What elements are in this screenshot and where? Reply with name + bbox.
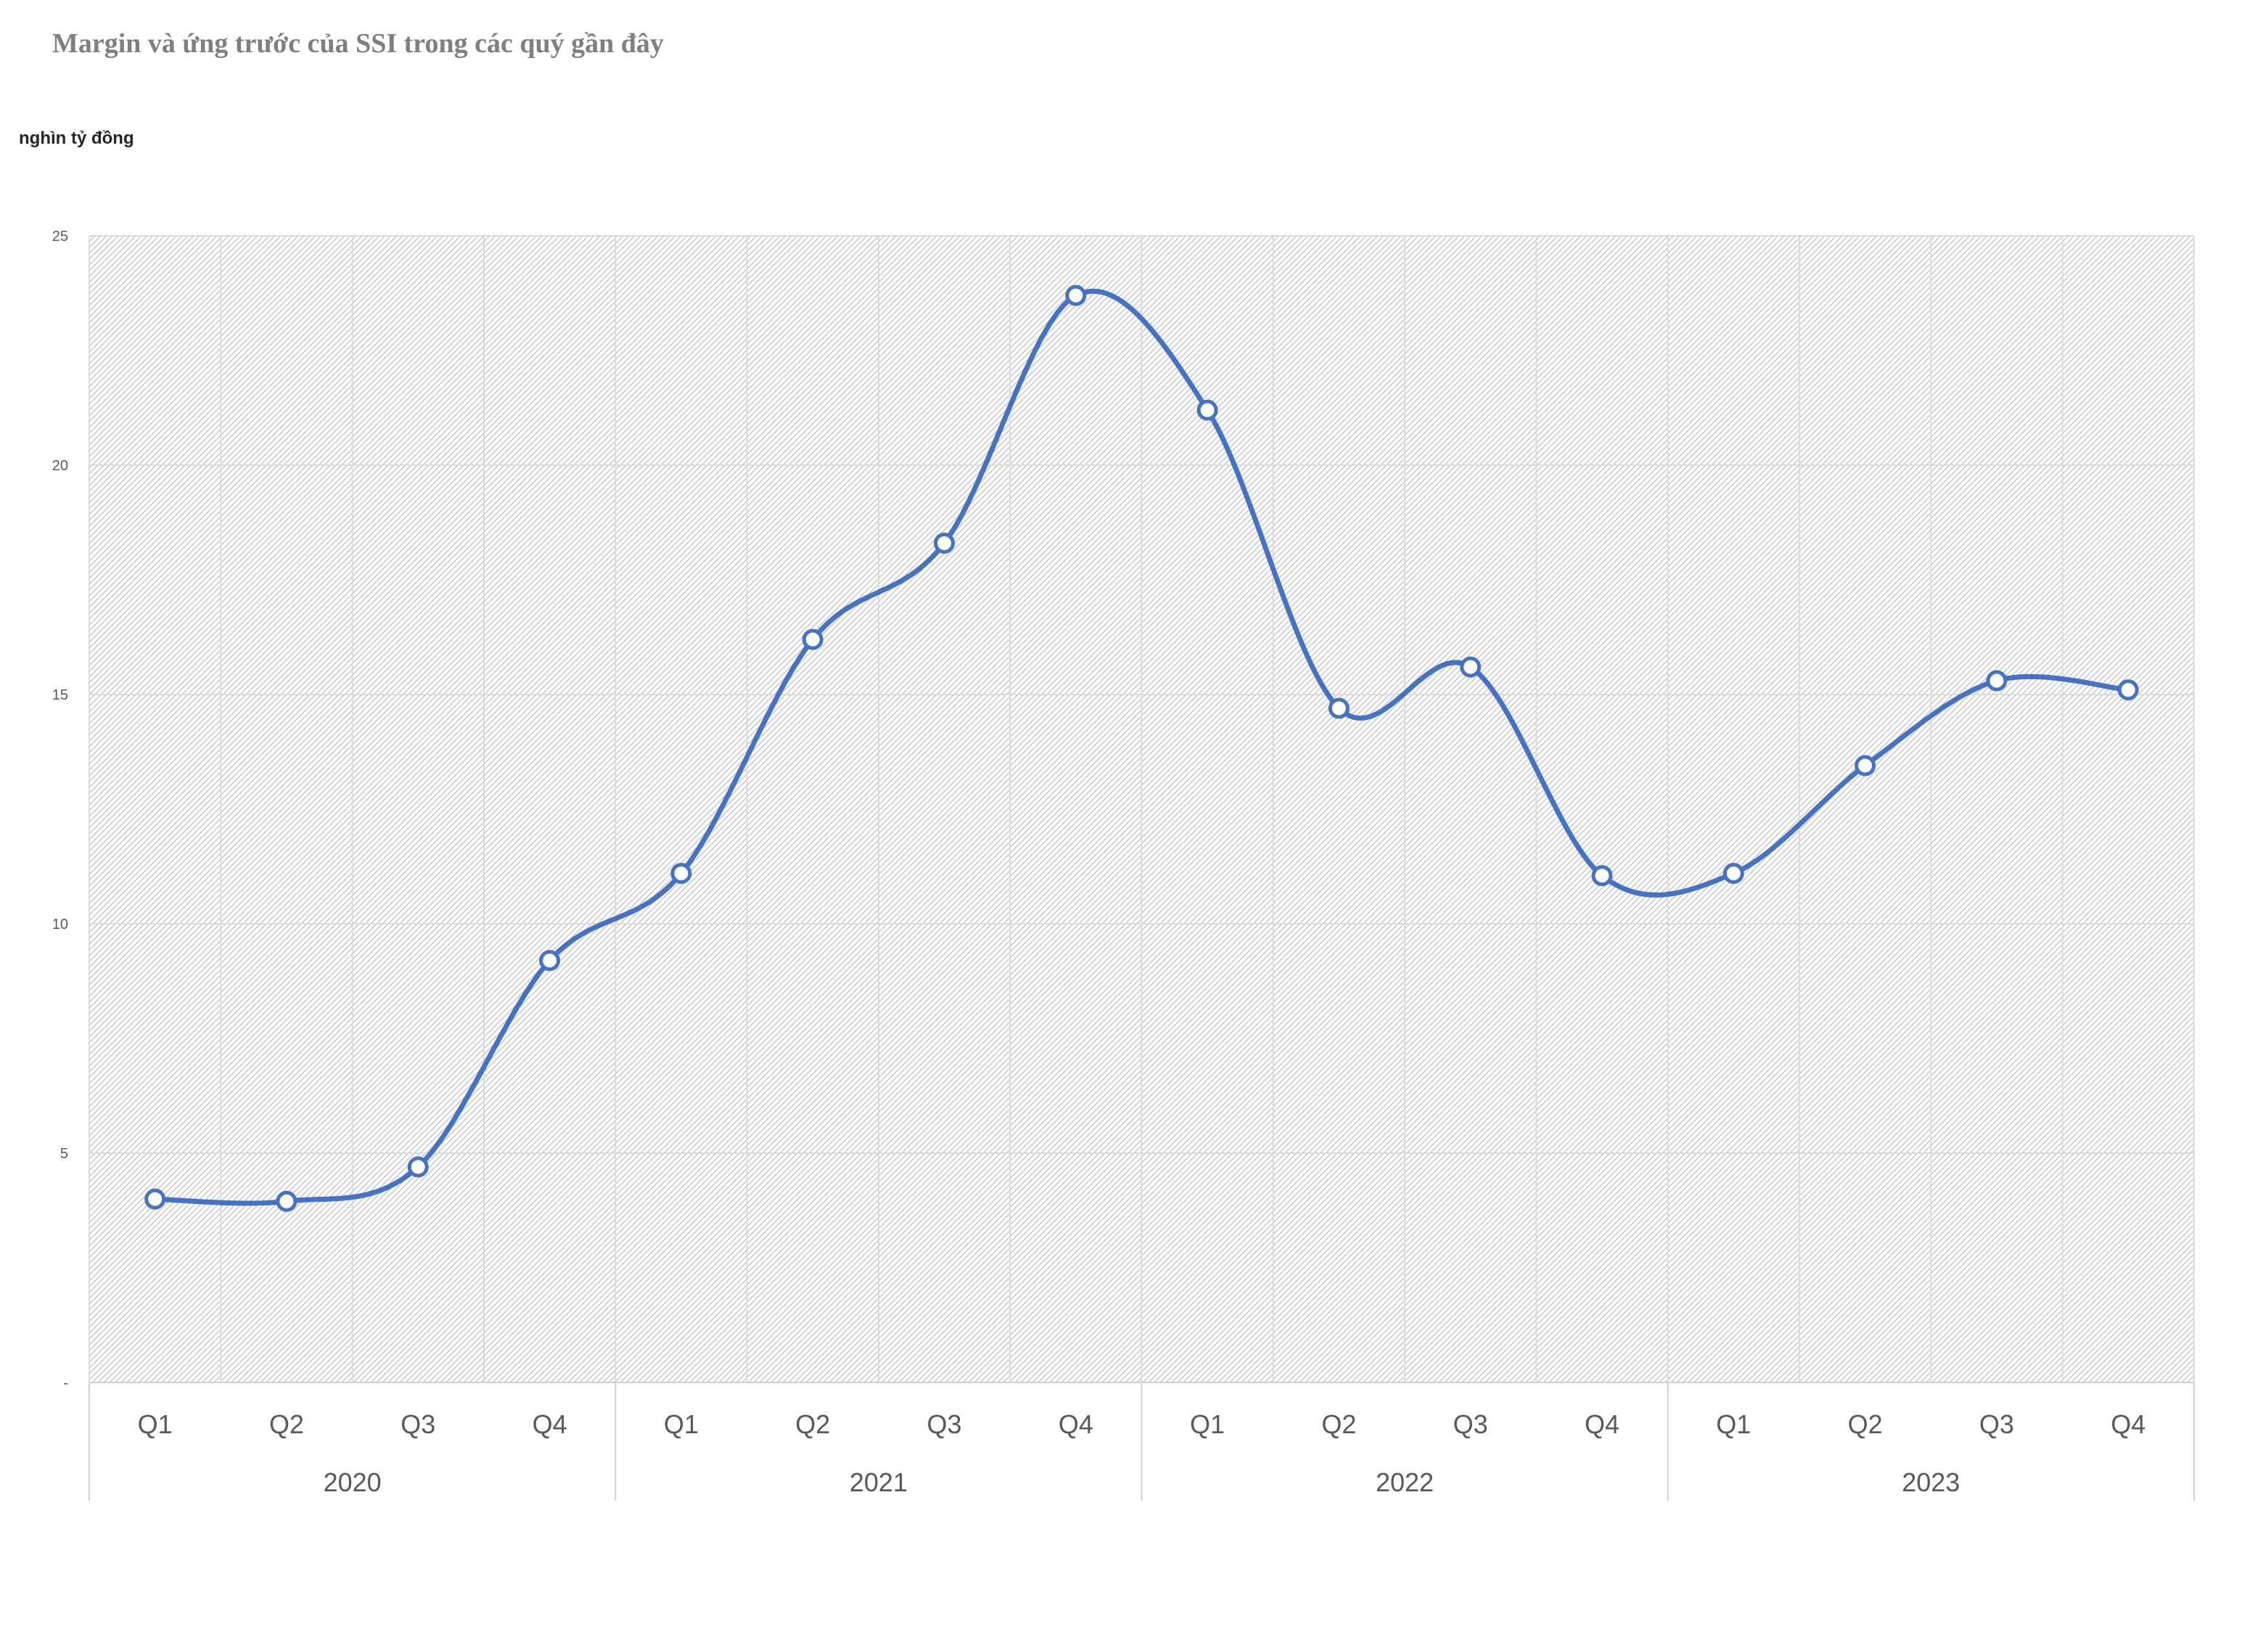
data-point bbox=[1722, 862, 1744, 884]
gridlines bbox=[89, 235, 2195, 1383]
data-point bbox=[934, 532, 956, 554]
x-group-label: 2023 bbox=[1902, 1467, 1960, 1497]
data-point bbox=[1854, 755, 1876, 777]
x-tick-label: Q1 bbox=[664, 1409, 699, 1439]
x-tick-label: Q3 bbox=[927, 1409, 962, 1439]
data-point bbox=[1196, 399, 1218, 421]
x-tick-label: Q4 bbox=[533, 1409, 567, 1439]
x-tick-label: Q2 bbox=[1848, 1409, 1883, 1439]
y-tick-label: 15 bbox=[52, 687, 68, 703]
data-point bbox=[1328, 697, 1349, 719]
x-tick-label: Q2 bbox=[1321, 1409, 1356, 1439]
x-tick-label: Q1 bbox=[138, 1409, 173, 1439]
y-tick-label: 5 bbox=[60, 1146, 68, 1162]
data-point bbox=[276, 1190, 297, 1212]
x-axis: Q1 Q2 Q3 Q4 Q1 Q2 Q3 Q4 Q1 Q2 Q3 Q4 Q1 Q2 Q3 Q4 2020 2021… bbox=[89, 1382, 2195, 1501]
chart-title: Margin và ứng trước của SSI trong các qu… bbox=[52, 28, 664, 59]
data-point bbox=[1986, 670, 2008, 692]
x-group-label: 2020 bbox=[324, 1467, 382, 1497]
x-tick-label: Q2 bbox=[795, 1409, 830, 1439]
data-point bbox=[539, 950, 561, 972]
y-axis: - 5 10 15 20 25 bbox=[52, 229, 68, 1391]
x-tick-label: Q1 bbox=[1716, 1409, 1751, 1439]
x-tick-label: Q3 bbox=[400, 1409, 435, 1439]
x-tick-label: Q4 bbox=[1585, 1409, 1619, 1439]
x-tick-label: Q4 bbox=[1059, 1409, 1093, 1439]
x-tick-label: Q3 bbox=[1453, 1409, 1488, 1439]
data-point bbox=[407, 1156, 429, 1178]
data-points bbox=[144, 284, 2139, 1212]
data-point bbox=[144, 1188, 166, 1210]
y-tick-label: 10 bbox=[52, 917, 68, 933]
y-tick-label: 20 bbox=[52, 458, 68, 474]
series bbox=[152, 288, 2131, 1206]
data-point bbox=[670, 862, 692, 884]
series-line bbox=[152, 288, 2131, 1206]
x-tick-label: Q3 bbox=[1979, 1409, 2014, 1439]
x-tick-label: Q2 bbox=[269, 1409, 304, 1439]
y-axis-unit-label: nghìn tỷ đồng bbox=[19, 128, 134, 148]
x-group-label: 2021 bbox=[850, 1467, 908, 1497]
data-point bbox=[802, 628, 823, 650]
data-point bbox=[1591, 865, 1613, 887]
x-group-label: 2022 bbox=[1376, 1467, 1434, 1497]
x-tick-label: Q4 bbox=[2111, 1409, 2145, 1439]
y-tick-label: 25 bbox=[52, 229, 68, 245]
data-point bbox=[1460, 656, 1482, 678]
data-point bbox=[1065, 284, 1087, 306]
x-tick-label: Q1 bbox=[1190, 1409, 1225, 1439]
data-point bbox=[2117, 679, 2139, 701]
y-tick-label: - bbox=[63, 1375, 68, 1391]
